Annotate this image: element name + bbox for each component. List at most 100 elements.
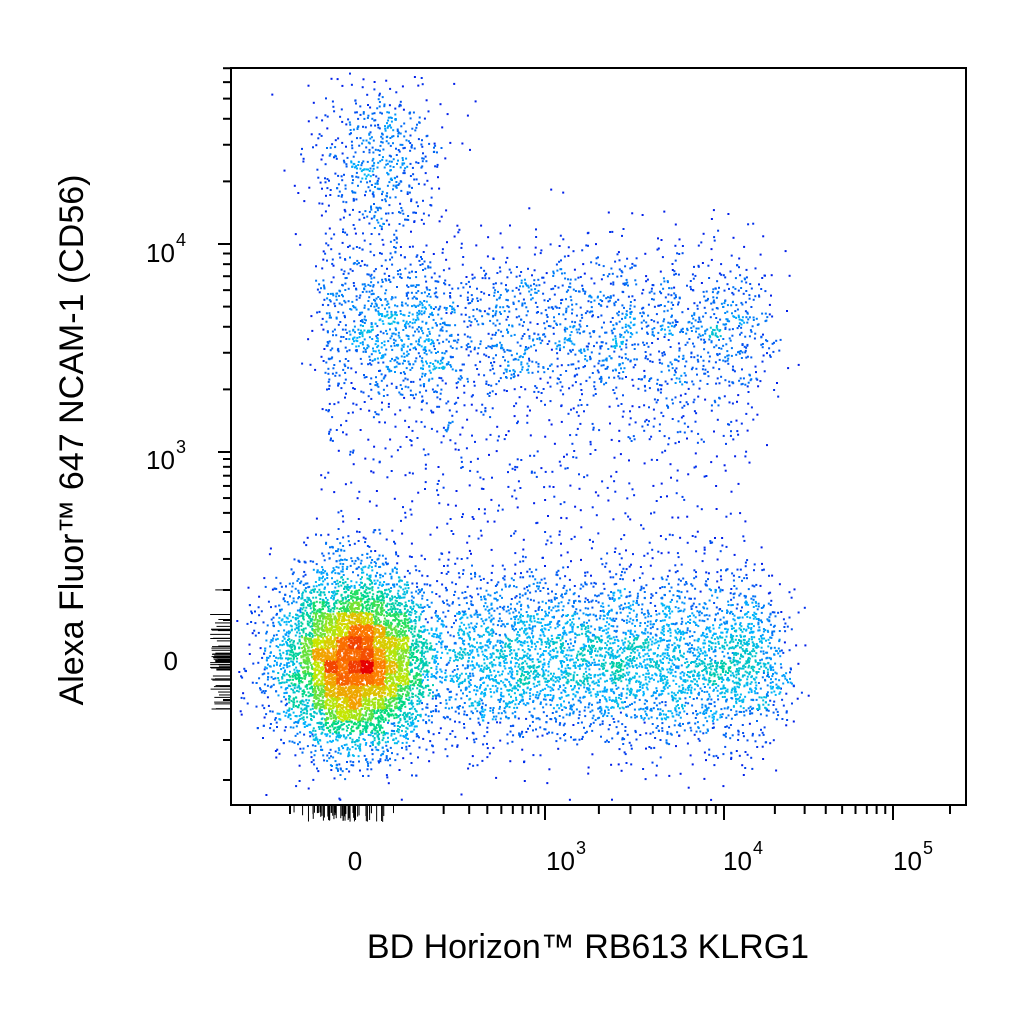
scatter-point: [426, 706, 429, 709]
scatter-point: [424, 481, 427, 484]
scatter-point: [500, 282, 503, 285]
scatter-point: [367, 104, 369, 106]
scatter-point: [729, 592, 732, 595]
scatter-point: [522, 298, 525, 301]
scatter-point: [436, 489, 438, 492]
scatter-point: [521, 303, 524, 306]
scatter-point: [595, 614, 597, 617]
scatter-point: [415, 276, 418, 279]
scatter-point: [686, 590, 689, 593]
scatter-point: [731, 572, 734, 575]
scatter-point: [660, 552, 663, 555]
scatter-point: [741, 303, 744, 306]
scatter-point: [575, 411, 578, 414]
scatter-point: [549, 703, 552, 706]
scatter-point: [261, 704, 264, 707]
scatter-point: [415, 774, 418, 777]
scatter-point: [349, 453, 352, 456]
scatter-point: [585, 583, 588, 586]
scatter-point: [422, 383, 425, 386]
scatter-point: [631, 295, 634, 298]
scatter-point: [597, 532, 600, 535]
scatter-point: [359, 311, 362, 314]
scatter-point: [265, 659, 268, 662]
scatter-point: [477, 373, 480, 376]
scatter-point: [357, 176, 360, 179]
scatter-point: [377, 123, 380, 126]
scatter-point: [659, 325, 662, 328]
scatter-point: [520, 603, 523, 606]
scatter-point: [286, 601, 289, 603]
scatter-point: [269, 727, 272, 730]
scatter-point: [243, 667, 246, 670]
scatter-point: [500, 712, 503, 715]
scatter-point: [334, 374, 337, 377]
scatter-point: [619, 578, 622, 580]
scatter-point: [429, 533, 432, 536]
scatter-point: [372, 458, 375, 461]
scatter-point: [417, 182, 420, 185]
scatter-point: [352, 387, 355, 390]
scatter-point: [400, 207, 403, 209]
scatter-point: [563, 722, 566, 725]
scatter-point: [445, 699, 448, 702]
scatter-point: [750, 708, 753, 710]
scatter-point: [766, 684, 769, 687]
scatter-point: [421, 588, 423, 591]
scatter-point: [678, 355, 680, 358]
scatter-point: [434, 165, 437, 168]
scatter-point: [670, 363, 673, 366]
scatter-point: [702, 440, 705, 443]
scatter-point: [754, 267, 757, 270]
scatter-point: [507, 609, 510, 612]
scatter-point: [617, 731, 620, 734]
scatter-point: [337, 183, 340, 186]
scatter-point: [297, 559, 300, 562]
scatter-point: [770, 274, 773, 277]
scatter-point: [366, 556, 369, 559]
scatter-point: [696, 307, 699, 310]
scatter-point: [684, 374, 687, 377]
scatter-point: [302, 157, 305, 160]
scatter-point: [437, 280, 440, 283]
scatter-point: [499, 306, 502, 309]
scatter-point: [601, 480, 604, 483]
scatter-point: [554, 305, 557, 308]
scatter-point: [600, 377, 603, 380]
scatter-point: [342, 574, 345, 576]
scatter-point: [393, 246, 396, 248]
scatter-point: [729, 724, 732, 726]
scatter-point: [337, 401, 340, 404]
scatter-point: [548, 419, 551, 422]
scatter-point: [422, 448, 425, 451]
scatter-point: [597, 594, 600, 597]
scatter-point: [469, 469, 472, 472]
scatter-point: [439, 305, 442, 308]
scatter-point: [686, 541, 689, 544]
scatter-point: [592, 314, 594, 317]
scatter-point: [630, 763, 633, 766]
scatter-point: [735, 304, 738, 307]
scatter-point: [394, 425, 397, 428]
scatter-point: [323, 348, 326, 350]
scatter-point: [761, 731, 764, 734]
scatter-point: [610, 438, 613, 441]
scatter-point: [752, 298, 755, 301]
scatter-point: [741, 351, 744, 354]
scatter-point: [730, 490, 733, 493]
scatter-point: [377, 749, 380, 752]
scatter-point: [518, 323, 521, 326]
scatter-point: [416, 585, 419, 588]
scatter-point: [350, 367, 353, 370]
scatter-point: [412, 394, 414, 397]
scatter-point: [727, 706, 730, 709]
scatter-point: [361, 321, 364, 323]
scatter-point: [410, 291, 413, 294]
scatter-point: [434, 708, 437, 711]
scatter-point: [453, 235, 456, 238]
scatter-point: [598, 352, 601, 355]
scatter-point: [567, 246, 570, 249]
scatter-point: [430, 276, 433, 279]
scatter-point: [696, 505, 699, 508]
scatter-point: [439, 392, 442, 395]
